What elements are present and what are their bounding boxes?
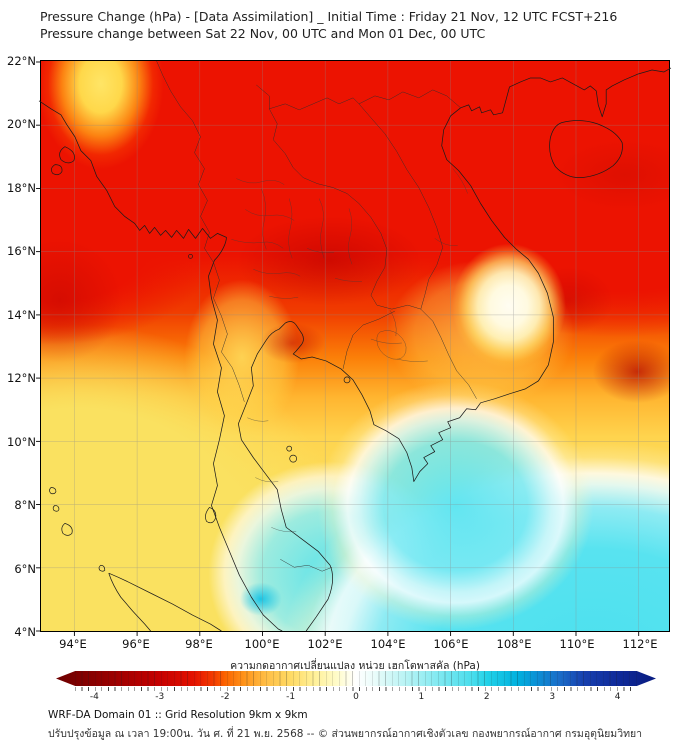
lat-tick-label: 8°N bbox=[14, 498, 36, 512]
lon-tick-label: 104°E bbox=[370, 637, 406, 651]
page-title: Pressure Change (hPa) - [Data Assimilati… bbox=[40, 9, 618, 24]
lon-tick-label: 96°E bbox=[122, 637, 150, 651]
colorbar-label: ความกดอากาศเปลี่ยนแปลง หน่วย เฮกโตพาสคัล… bbox=[230, 660, 480, 672]
pressure-change-map bbox=[36, 60, 672, 636]
lon-tick-label: 106°E bbox=[433, 637, 469, 651]
colorbar-tick-label: 1 bbox=[418, 692, 425, 702]
gridlines bbox=[41, 61, 669, 631]
islands bbox=[49, 146, 351, 572]
lat-tick-label: 4°N bbox=[14, 625, 36, 639]
lat-tick-label: 12°N bbox=[7, 371, 36, 385]
colorbar-tick-label: -1 bbox=[286, 692, 296, 702]
lat-tick-label: 20°N bbox=[7, 117, 36, 131]
page-subtitle: Pressure change between Sat 22 Nov, 00 U… bbox=[40, 26, 486, 41]
colorbar-tick-label: 3 bbox=[549, 692, 556, 702]
colorbar-segment-lines bbox=[75, 671, 637, 686]
coastline bbox=[38, 67, 672, 632]
lon-tick-label: 94°E bbox=[59, 637, 87, 651]
colorbar bbox=[56, 671, 656, 686]
colorbar-tick-label: 2 bbox=[483, 692, 490, 702]
colorbar-minor-ticks bbox=[75, 687, 637, 691]
tonle-sap-lake bbox=[376, 330, 407, 360]
lon-tick-label: 100°E bbox=[244, 637, 280, 651]
lon-tick-label: 112°E bbox=[622, 637, 658, 651]
lon-tick-label: 110°E bbox=[559, 637, 595, 651]
lat-tick-label: 16°N bbox=[7, 244, 36, 258]
colorbar-tick-label: -2 bbox=[220, 692, 230, 702]
lon-tick-label: 102°E bbox=[307, 637, 343, 651]
province-borders bbox=[231, 168, 468, 533]
map-overlay bbox=[36, 60, 672, 636]
colorbar-tick-label: -4 bbox=[89, 692, 99, 702]
lat-tick-label: 14°N bbox=[7, 308, 36, 322]
lat-tick-label: 22°N bbox=[7, 54, 36, 68]
domain-info: WRF-DA Domain 01 :: Grid Resolution 9km … bbox=[48, 709, 308, 721]
lon-tick-label: 108°E bbox=[496, 637, 532, 651]
lat-tick-label: 18°N bbox=[7, 181, 36, 195]
colorbar-tick-label: 0 bbox=[353, 692, 359, 702]
update-credit-info: ปรับปรุงข้อมูล ณ เวลา 19:00น. วัน ศ. ที่… bbox=[48, 728, 643, 740]
lon-tick-label: 98°E bbox=[185, 637, 213, 651]
axis-ticks bbox=[36, 61, 640, 636]
lat-tick-label: 6°N bbox=[14, 562, 36, 576]
colorbar-tick-label: -3 bbox=[155, 692, 165, 702]
colorbar-tick-label: 4 bbox=[614, 692, 621, 702]
country-borders bbox=[156, 60, 477, 572]
lat-tick-label: 10°N bbox=[7, 435, 36, 449]
